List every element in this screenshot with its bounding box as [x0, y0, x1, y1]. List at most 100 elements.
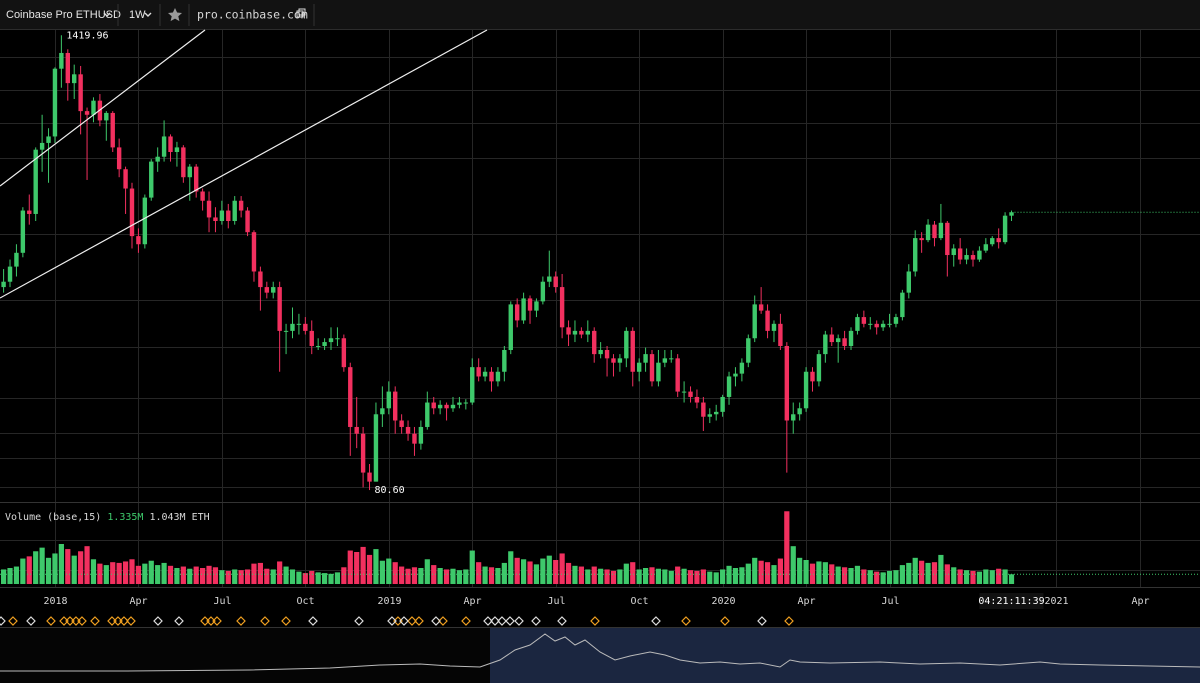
x-tick-label: Apr: [1131, 596, 1149, 607]
volume-bar: [880, 572, 886, 584]
symbol-selector[interactable]: Coinbase Pro ETHUSD: [6, 9, 121, 21]
volume-bar: [270, 569, 276, 584]
candle-body: [335, 338, 340, 340]
volume-bar: [129, 559, 135, 584]
candle-body: [489, 371, 494, 382]
candle-body: [348, 367, 353, 427]
event-marker[interactable]: [46, 616, 56, 626]
volume-bar: [675, 566, 681, 584]
candle-body: [585, 330, 591, 335]
event-marker[interactable]: [431, 616, 441, 626]
candle-body: [470, 367, 475, 403]
event-marker[interactable]: [557, 616, 567, 626]
event-marker[interactable]: [414, 616, 424, 626]
chevron[interactable]: [103, 12, 111, 17]
candle-body: [604, 350, 610, 359]
candle-body: [964, 255, 969, 260]
volume-bar: [206, 565, 212, 584]
volume-bar: [450, 568, 456, 584]
event-marker[interactable]: [438, 616, 448, 626]
candle-body: [155, 156, 160, 162]
event-marker[interactable]: [590, 616, 600, 626]
event-marker[interactable]: [681, 616, 691, 626]
event-marker[interactable]: [387, 616, 397, 626]
event-marker[interactable]: [354, 616, 364, 626]
volume-bar: [58, 544, 64, 584]
volume-bar: [167, 565, 174, 584]
candle-body: [553, 276, 558, 288]
candle-body: [643, 354, 648, 363]
event-marker[interactable]: [461, 616, 471, 626]
candle-body: [996, 238, 1001, 243]
event-marker[interactable]: [399, 616, 409, 626]
candle-body: [309, 330, 314, 346]
event-marker[interactable]: [126, 616, 136, 626]
trend-line[interactable]: [0, 29, 488, 299]
event-marker[interactable]: [153, 616, 163, 626]
candle-body: [938, 222, 944, 239]
candle-body: [200, 191, 205, 201]
volume-bar: [33, 551, 39, 584]
candle-body: [855, 317, 860, 331]
volume-bar: [553, 560, 559, 584]
candle-body: [65, 52, 70, 84]
event-marker[interactable]: [26, 616, 36, 626]
event-marker[interactable]: [77, 616, 87, 626]
volume-bar: [437, 568, 443, 584]
event-marker[interactable]: [497, 616, 507, 626]
volume-bar: [45, 557, 52, 584]
candle-body: [142, 197, 148, 245]
candle-body: [52, 68, 58, 137]
event-marker[interactable]: [720, 616, 730, 626]
x-tick-label: Apr: [797, 596, 815, 607]
event-marker[interactable]: [308, 616, 318, 626]
event-marker[interactable]: [784, 616, 794, 626]
event-marker[interactable]: [505, 616, 515, 626]
event-marker[interactable]: [514, 616, 524, 626]
candle-body: [675, 358, 680, 392]
volume-bar: [931, 562, 938, 584]
external-link-icon[interactable]: [296, 8, 306, 18]
event-marker[interactable]: [260, 616, 270, 626]
candle-body: [681, 391, 687, 393]
favorite-star[interactable]: [168, 8, 182, 22]
event-marker[interactable]: [281, 616, 291, 626]
event-marker[interactable]: [0, 616, 6, 626]
event-marker[interactable]: [174, 616, 184, 626]
event-marker[interactable]: [236, 616, 246, 626]
candle-body: [566, 327, 571, 335]
event-marker[interactable]: [8, 616, 18, 626]
chevron[interactable]: [144, 12, 152, 17]
event-marker[interactable]: [490, 616, 500, 626]
event-marker[interactable]: [212, 616, 222, 626]
interval-selector[interactable]: 1W: [129, 9, 146, 21]
candle-body: [752, 304, 757, 339]
candle-body: [957, 248, 963, 260]
volume-bar: [835, 566, 841, 584]
candle-body: [932, 224, 937, 239]
event-marker[interactable]: [651, 616, 661, 626]
volume-bar: [893, 570, 899, 584]
event-marker[interactable]: [757, 616, 767, 626]
event-marker[interactable]: [531, 616, 541, 626]
candle-body: [521, 298, 526, 321]
event-marker[interactable]: [119, 616, 129, 626]
volume-bar: [52, 553, 58, 584]
trend-line[interactable]: [0, 29, 206, 187]
candle-body: [116, 147, 122, 170]
volume-bar: [521, 559, 527, 584]
candle-body: [84, 111, 90, 115]
event-marker[interactable]: [90, 616, 100, 626]
candle-body: [33, 149, 38, 214]
candle-body: [206, 200, 212, 218]
event-marker[interactable]: [407, 616, 417, 626]
volume-bar: [411, 567, 418, 584]
candle-body: [861, 317, 867, 324]
site-link[interactable]: pro.coinbase.com: [197, 8, 308, 22]
volume-bar: [546, 555, 552, 584]
candle-body: [110, 112, 115, 148]
navigator-window[interactable]: [490, 628, 1200, 683]
event-marker[interactable]: [483, 616, 493, 626]
candle-body: [547, 276, 552, 282]
